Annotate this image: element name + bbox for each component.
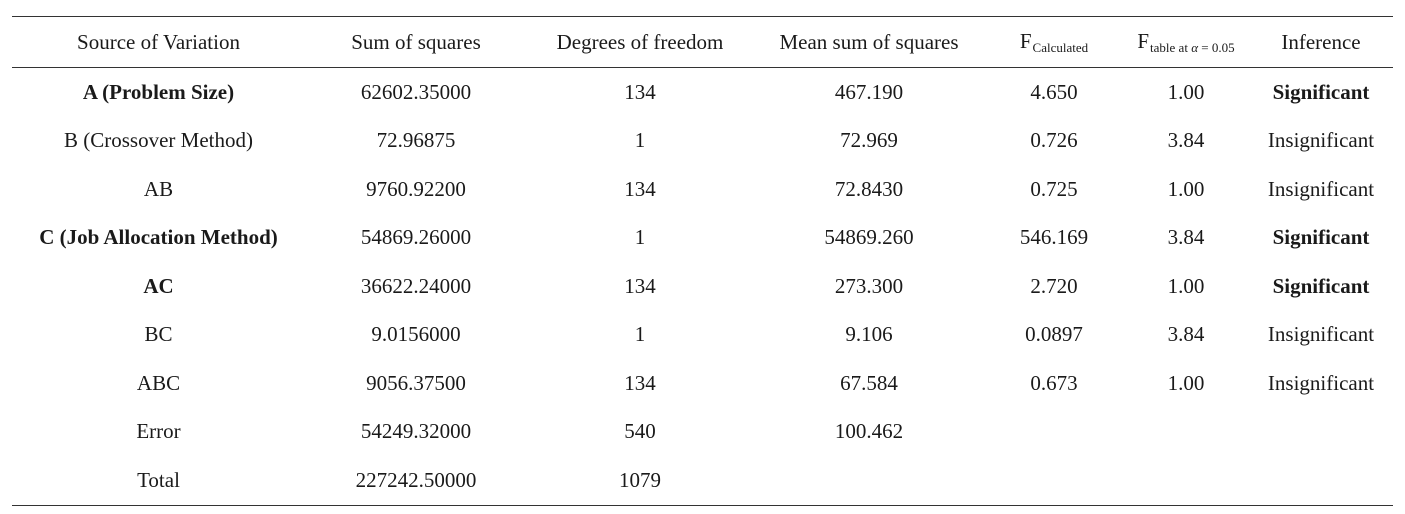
cell-source: C (Job Allocation Method) bbox=[39, 225, 278, 250]
cell-mean-sum-of-squares: 9.106 bbox=[845, 322, 893, 347]
header-f-table: Ftable at α = 0.05 bbox=[1123, 17, 1249, 68]
cell-inference: Insignificant bbox=[1267, 370, 1375, 395]
cell-mean-sum-of-squares: 72.969 bbox=[840, 128, 898, 153]
table-row: Total 227242.50000 1079 bbox=[12, 456, 1393, 505]
cell-source: Error bbox=[136, 419, 181, 444]
table-row: B (Crossover Method) 72.96875 1 72.969 0… bbox=[12, 117, 1393, 166]
cell-inference bbox=[1249, 408, 1393, 457]
f-calc-subscript: Calculated bbox=[1032, 39, 1089, 55]
cell-degrees-of-freedom: 134 bbox=[624, 176, 656, 201]
cell-sum-of-squares: 9.0156000 bbox=[371, 322, 461, 347]
cell-degrees-of-freedom: 134 bbox=[624, 370, 656, 395]
cell-source: AC bbox=[143, 273, 174, 298]
cell-inference: Significant bbox=[1272, 273, 1370, 298]
header-degrees-of-freedom: Degrees of freedom bbox=[556, 29, 724, 54]
header-source: Source of Variation bbox=[77, 29, 240, 54]
cell-source: AB bbox=[143, 176, 174, 201]
table-row: ABC 9056.37500 134 67.584 0.673 1.00 Ins… bbox=[12, 359, 1393, 408]
cell-inference: Insignificant bbox=[1267, 128, 1375, 153]
cell-degrees-of-freedom: 1079 bbox=[619, 467, 661, 492]
cell-degrees-of-freedom: 1 bbox=[634, 322, 646, 347]
cell-source: ABC bbox=[136, 370, 181, 395]
cell-mean-sum-of-squares: 72.8430 bbox=[834, 176, 904, 201]
cell-mean-sum-of-squares bbox=[753, 456, 985, 505]
cell-sum-of-squares: 62602.35000 bbox=[360, 79, 472, 104]
f-table-symbol: F bbox=[1137, 28, 1150, 53]
cell-sum-of-squares: 227242.50000 bbox=[355, 467, 477, 492]
cell-f-table: 3.84 bbox=[1167, 225, 1205, 250]
cell-f-calculated: 546.169 bbox=[1019, 225, 1089, 250]
f-calc-symbol: F bbox=[1019, 28, 1032, 53]
table-row: Error 54249.32000 540 100.462 bbox=[12, 408, 1393, 457]
cell-f-calculated: 0.673 bbox=[1030, 370, 1078, 395]
cell-sum-of-squares: 54869.26000 bbox=[360, 225, 472, 250]
cell-degrees-of-freedom: 1 bbox=[634, 225, 646, 250]
cell-source: BC bbox=[144, 322, 173, 347]
cell-source: B (Crossover Method) bbox=[64, 128, 253, 153]
cell-f-calculated: 4.650 bbox=[1030, 79, 1078, 104]
header-inference: Inference bbox=[1281, 29, 1361, 54]
cell-degrees-of-freedom: 134 bbox=[624, 79, 656, 104]
cell-f-table bbox=[1123, 408, 1249, 457]
cell-source: Total bbox=[137, 467, 180, 492]
cell-sum-of-squares: 9056.37500 bbox=[366, 370, 466, 395]
header-mean-sum-of-squares: Mean sum of squares bbox=[779, 29, 959, 54]
table-row: C (Job Allocation Method) 54869.26000 1 … bbox=[12, 214, 1393, 263]
table-row: BC 9.0156000 1 9.106 0.0897 3.84 Insigni… bbox=[12, 311, 1393, 360]
cell-inference: Significant bbox=[1272, 225, 1370, 250]
cell-degrees-of-freedom: 540 bbox=[624, 419, 656, 444]
f-table-subscript: table at α = 0.05 bbox=[1150, 40, 1235, 55]
cell-mean-sum-of-squares: 54869.260 bbox=[824, 225, 914, 250]
header-f-calculated: FCalculated bbox=[985, 17, 1123, 68]
cell-sum-of-squares: 72.96875 bbox=[376, 128, 456, 153]
cell-f-table: 1.00 bbox=[1167, 370, 1205, 395]
table-row: AB 9760.92200 134 72.8430 0.725 1.00 Ins… bbox=[12, 165, 1393, 214]
cell-inference bbox=[1249, 456, 1393, 505]
cell-f-calculated bbox=[985, 456, 1123, 505]
cell-f-calculated: 0.725 bbox=[1030, 176, 1078, 201]
cell-f-table: 3.84 bbox=[1167, 128, 1205, 153]
cell-mean-sum-of-squares: 67.584 bbox=[840, 370, 898, 395]
cell-degrees-of-freedom: 1 bbox=[634, 128, 646, 153]
table-row: AC 36622.24000 134 273.300 2.720 1.00 Si… bbox=[12, 262, 1393, 311]
cell-mean-sum-of-squares: 273.300 bbox=[834, 273, 904, 298]
cell-inference: Insignificant bbox=[1267, 322, 1375, 347]
f-table-subscript-alpha: α bbox=[1191, 39, 1199, 55]
header-sum-of-squares: Sum of squares bbox=[351, 29, 481, 54]
cell-sum-of-squares: 9760.92200 bbox=[366, 176, 466, 201]
cell-inference: Insignificant bbox=[1267, 176, 1375, 201]
f-table-subscript-prefix: table at bbox=[1150, 39, 1192, 55]
anova-table-container: Source of Variation Sum of squares Degre… bbox=[12, 16, 1393, 506]
cell-source: A (Problem Size) bbox=[82, 79, 235, 104]
cell-f-calculated bbox=[985, 408, 1123, 457]
f-table-subscript-suffix: = 0.05 bbox=[1198, 39, 1235, 55]
cell-f-table: 3.84 bbox=[1167, 322, 1205, 347]
header-row: Source of Variation Sum of squares Degre… bbox=[12, 16, 1393, 68]
cell-f-table: 1.00 bbox=[1167, 79, 1205, 104]
cell-sum-of-squares: 54249.32000 bbox=[360, 419, 472, 444]
anova-table: Source of Variation Sum of squares Degre… bbox=[12, 16, 1393, 506]
cell-f-table: 1.00 bbox=[1167, 273, 1205, 298]
cell-mean-sum-of-squares: 100.462 bbox=[834, 419, 904, 444]
cell-inference: Significant bbox=[1272, 79, 1370, 104]
cell-f-table bbox=[1123, 456, 1249, 505]
cell-sum-of-squares: 36622.24000 bbox=[360, 273, 472, 298]
cell-mean-sum-of-squares: 467.190 bbox=[834, 79, 904, 104]
cell-degrees-of-freedom: 134 bbox=[624, 273, 656, 298]
cell-f-calculated: 0.726 bbox=[1030, 128, 1078, 153]
table-row: A (Problem Size) 62602.35000 134 467.190… bbox=[12, 68, 1393, 117]
cell-f-calculated: 2.720 bbox=[1030, 273, 1078, 298]
cell-f-table: 1.00 bbox=[1167, 176, 1205, 201]
cell-f-calculated: 0.0897 bbox=[1025, 322, 1083, 347]
